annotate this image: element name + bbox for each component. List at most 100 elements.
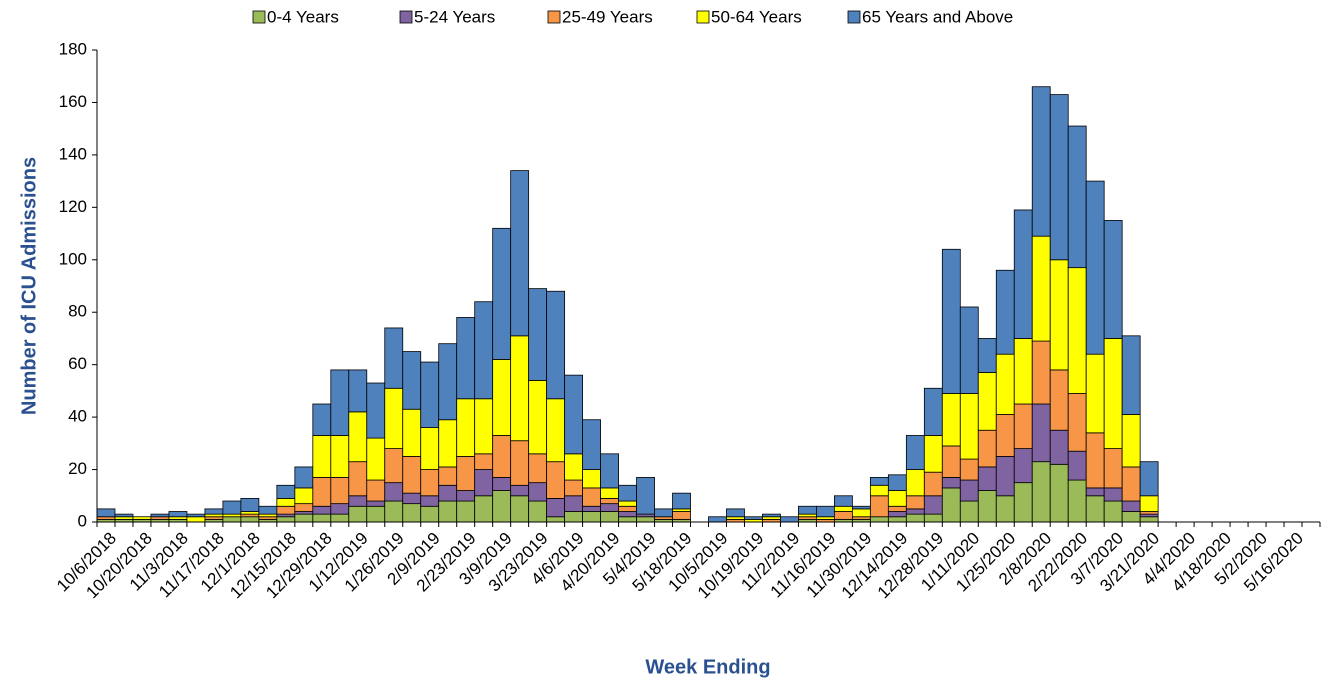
bar-segment (672, 492, 691, 510)
legend-swatch (547, 10, 561, 24)
bar-segment (600, 503, 619, 512)
bar-segment (618, 516, 637, 523)
bar-segment (1049, 463, 1069, 523)
bar-segment (510, 440, 530, 486)
bar-segment (402, 408, 422, 457)
bar-segment (96, 508, 116, 518)
bar-segment (1067, 450, 1087, 481)
bar-segment (995, 456, 1015, 497)
bar-segment (1013, 403, 1033, 449)
bar-segment (276, 516, 296, 523)
bar-segment (582, 487, 601, 507)
bar-segment (887, 516, 907, 523)
y-tick-label: 80 (68, 302, 87, 321)
bar-segment (582, 511, 601, 523)
bar-segment (294, 503, 314, 512)
bar-segment (366, 437, 386, 481)
bar-segment (438, 343, 458, 421)
bar-segment (456, 456, 476, 491)
bar-segment (851, 505, 871, 510)
bar-segment (276, 505, 296, 515)
bar-segment (851, 508, 871, 518)
bar-segment (492, 477, 512, 491)
bar-segment (905, 469, 925, 497)
bar-segment (744, 516, 763, 520)
bar-segment (402, 351, 422, 410)
y-tick-label: 120 (59, 197, 87, 216)
bar-segment (510, 484, 530, 497)
bar-segment (402, 503, 422, 523)
bar-segment (941, 248, 961, 394)
bar-segment (348, 411, 368, 463)
bar-segment (564, 495, 584, 512)
bar-segment (1139, 495, 1159, 512)
bar-segment (384, 448, 404, 484)
bar-segment (546, 516, 566, 523)
bar-segment (977, 490, 997, 523)
bar-segment (348, 369, 368, 413)
bar-segment (492, 435, 512, 478)
y-tick-label: 20 (68, 459, 87, 478)
bar-segment (384, 482, 404, 502)
bar-segment (474, 398, 494, 455)
bar-segment (258, 505, 278, 515)
bar-segment (1121, 414, 1141, 468)
bar-segment (833, 511, 853, 520)
bar-segment (312, 403, 332, 436)
bar-segment (582, 419, 601, 470)
bar-segment (941, 487, 961, 523)
bar-segment (1049, 369, 1069, 431)
bar-segment (1103, 448, 1123, 489)
bar-segment (977, 338, 997, 373)
bar-segment (959, 479, 979, 502)
bar-segment (887, 505, 907, 512)
bar-segment (816, 505, 835, 518)
bar-segment (1121, 500, 1141, 512)
bar-segment (276, 484, 296, 499)
legend-label: 5-24 Years (414, 7, 495, 26)
bar-segment (420, 469, 440, 497)
bar-segment (114, 513, 134, 518)
bar-segment (923, 495, 943, 515)
bar-segment (636, 477, 655, 515)
bar-segment (905, 495, 925, 510)
bar-segment (438, 419, 458, 468)
bar-segment (1049, 259, 1069, 371)
bar-segment (564, 479, 584, 497)
bar-segment (1013, 338, 1033, 405)
bar-segment (995, 414, 1015, 457)
bar-segment (1013, 482, 1033, 523)
bar-segment (528, 288, 548, 381)
bar-segment (492, 227, 512, 360)
bar-segment (1049, 94, 1069, 261)
bar-segment (330, 369, 350, 436)
bar-segment (186, 513, 206, 518)
legend-swatch (399, 10, 413, 24)
bar-segment (1085, 432, 1105, 489)
bar-segment (366, 505, 386, 523)
bar-segment (528, 482, 548, 502)
legend-label: 65 Years and Above (862, 7, 1013, 26)
bar-segment (762, 513, 781, 518)
bar-segment (600, 511, 619, 523)
bar-segment (366, 382, 386, 439)
bar-segment (995, 495, 1015, 523)
bar-segment (618, 484, 637, 502)
bar-segment (959, 393, 979, 460)
bar-segment (294, 466, 314, 489)
bar-segment (582, 505, 601, 512)
bar-segment (905, 435, 925, 470)
bar-segment (330, 513, 350, 523)
bar-segment (1031, 340, 1051, 405)
bar-segment (780, 516, 799, 523)
bar-segment (294, 513, 314, 523)
bar-segment (1031, 235, 1051, 342)
bar-segment (168, 511, 188, 518)
bar-segment (510, 335, 530, 442)
bar-segment (150, 513, 170, 518)
bar-segment (474, 453, 494, 470)
bar-segment (366, 500, 386, 507)
bar-segment (186, 516, 206, 523)
bar-segment (438, 484, 458, 502)
y-tick-label: 0 (78, 511, 87, 530)
